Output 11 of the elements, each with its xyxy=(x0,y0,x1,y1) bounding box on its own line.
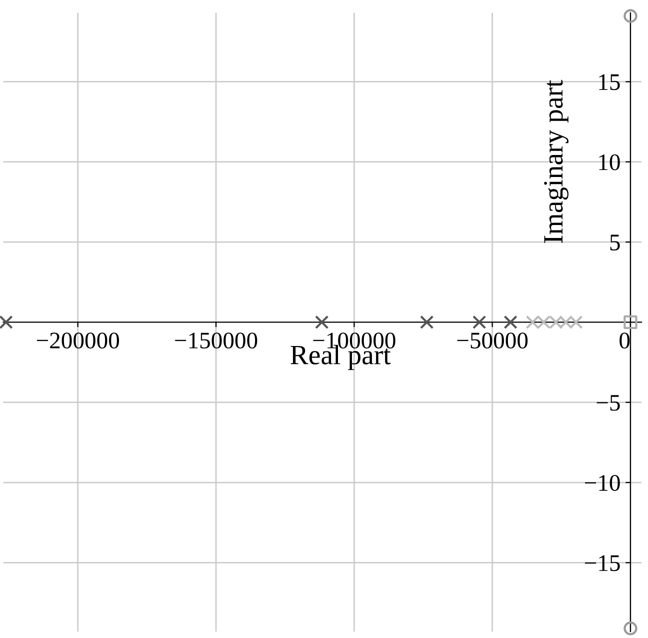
y-tick-label: −15 xyxy=(584,555,620,572)
y-tick-label: 10 xyxy=(599,154,620,170)
x-tick-label: −150000 xyxy=(175,332,258,349)
y-tick-label: 15 xyxy=(599,74,620,90)
y-axis-title: Imaginary part xyxy=(544,80,568,243)
x-tick-label: −50000 xyxy=(457,332,528,349)
y-tick-label: 5 xyxy=(610,234,620,250)
y-tick-label: −5 xyxy=(596,395,620,411)
y-tick-label: −10 xyxy=(584,475,620,491)
x-tick-label: 0 xyxy=(620,332,630,349)
x-tick-label: −200000 xyxy=(36,332,120,349)
